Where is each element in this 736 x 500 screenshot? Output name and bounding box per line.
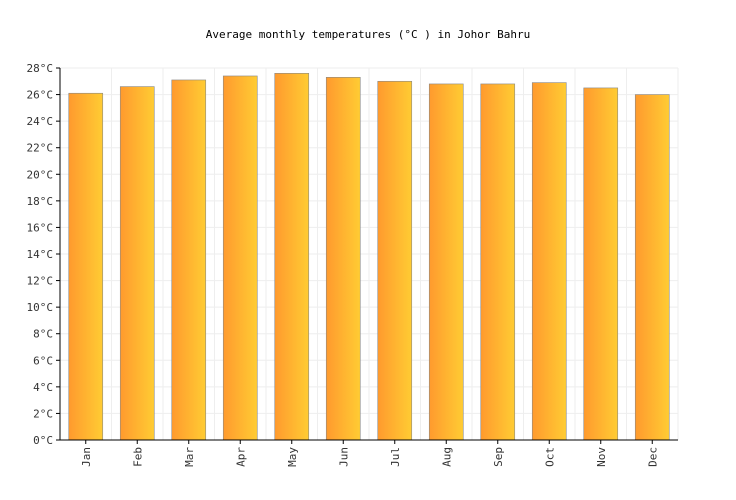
y-tick-label: 18°C <box>27 195 54 208</box>
x-tick-label: Feb <box>131 447 144 467</box>
bar-apr <box>222 75 258 441</box>
y-tick-label: 12°C <box>27 275 54 288</box>
x-tick-label: Jan <box>80 447 93 467</box>
bar-may <box>274 73 310 441</box>
bar-oct <box>531 82 567 441</box>
bar-dec <box>634 94 670 441</box>
x-tick-label: May <box>286 447 299 467</box>
y-tick-label: 14°C <box>27 248 54 261</box>
y-tick-label: 20°C <box>27 168 54 181</box>
bar-mar <box>171 79 207 441</box>
y-tick-label: 22°C <box>27 142 54 155</box>
y-tick-label: 6°C <box>33 354 53 367</box>
bars <box>68 73 670 441</box>
x-tick-label: Jul <box>389 447 402 467</box>
y-tick-label: 10°C <box>27 301 54 314</box>
bar-jan <box>68 92 104 441</box>
x-tick-label: Nov <box>595 447 608 467</box>
x-tick-label: Sep <box>492 447 505 467</box>
y-tick-label: 2°C <box>33 407 53 420</box>
y-tick-label: 26°C <box>27 89 54 102</box>
bar-nov <box>583 87 619 441</box>
x-tick-label: Jun <box>337 447 350 467</box>
x-tick-label: Dec <box>646 447 659 467</box>
bar-aug <box>428 83 464 441</box>
bar-jun <box>325 77 361 441</box>
x-tick-label: Aug <box>440 447 453 467</box>
y-tick-label: 28°C <box>27 62 54 75</box>
x-tick-labels: Jan Feb Mar Apr May Jun Jul Aug Sep Oct Nov Dec <box>80 440 659 467</box>
y-tick-label: 4°C <box>33 381 53 394</box>
x-tick-label: Apr <box>234 447 247 467</box>
y-tick-label: 8°C <box>33 328 53 341</box>
bar-jul <box>377 80 413 441</box>
grid-lines <box>59 67 679 441</box>
y-tick-labels: 0°C 2°C 4°C 6°C 8°C 10°C 12°C 14°C 16°C 18°C 20°C 2… <box>27 62 60 447</box>
bar-sep <box>480 83 516 441</box>
chart-title: Average monthly temperatures (°C ) in Jo… <box>206 28 531 41</box>
y-tick-label: 24°C <box>27 115 54 128</box>
bar-feb <box>119 86 155 441</box>
x-tick-label: Oct <box>543 447 556 467</box>
y-tick-label: 0°C <box>33 434 53 447</box>
x-tick-label: Mar <box>183 447 196 467</box>
y-tick-label: 16°C <box>27 221 54 234</box>
